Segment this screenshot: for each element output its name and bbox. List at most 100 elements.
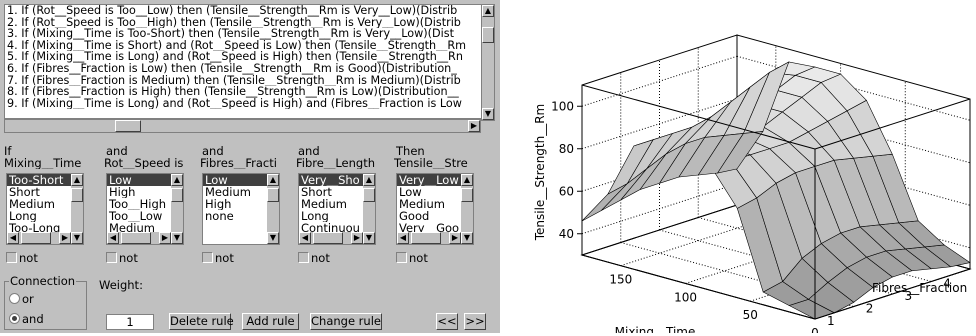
listbox-item[interactable]: Low [107, 174, 171, 186]
not-checkbox[interactable]: not [202, 252, 234, 264]
rule-item[interactable]: 9. If (Mixing__Time is Long) and (Rot__S… [7, 97, 462, 110]
listbox-vertical-scrollbar[interactable]: ▲ ▼ [461, 174, 473, 244]
scroll-thumb[interactable] [363, 188, 375, 202]
scroll-thumb[interactable] [461, 188, 473, 202]
scroll-up-icon[interactable]: ▲ [461, 174, 473, 186]
rule-item[interactable]: 8. If (Fibres__Fraction is High) then (T… [7, 86, 459, 98]
scroll-thumb[interactable] [313, 232, 343, 244]
y-axis-label: Fibres__Fraction [872, 281, 967, 295]
listbox-item[interactable]: Too-Short [7, 174, 71, 186]
listbox-horizontal-scrollbar[interactable]: ◀ ▶ [397, 232, 461, 244]
listbox-item[interactable]: Medium [109, 222, 155, 234]
listbox-item[interactable]: Low [203, 174, 267, 186]
listbox-item[interactable]: Medium [301, 198, 347, 210]
rule-item[interactable]: 2. If (Rot__Speed is Too__High) then (Te… [7, 16, 461, 29]
membership-listbox[interactable]: Very__Sho Short Medium Long Continuou ▲ ▼ ◀ ▶ [298, 173, 376, 245]
membership-listbox[interactable]: Low Medium High none ▲ ▼ [202, 173, 280, 245]
surface-plot: 40608010015010050012345Mixing__TimeFibre… [500, 0, 976, 336]
listbox-item[interactable]: Long [301, 210, 329, 222]
listbox-item[interactable]: Medium [9, 198, 55, 210]
scroll-thumb[interactable] [411, 232, 441, 244]
scroll-up-icon[interactable]: ▲ [71, 174, 83, 186]
listbox-item[interactable]: Very__Sho [299, 174, 363, 186]
rule-item[interactable]: 4. If (Mixing__Time is Short) and (Rot__… [7, 39, 467, 52]
rule-item[interactable]: 5. If (Mixing__Time is Long) and (Rot__S… [7, 51, 463, 63]
rule-item[interactable]: 6. If (Fibres__Fraction is Low) then (Te… [7, 62, 457, 75]
radio-and[interactable]: and [9, 313, 44, 325]
scroll-down-icon[interactable]: ▼ [267, 232, 279, 244]
y-tick-label: 4 [943, 277, 951, 291]
scroll-up-icon[interactable]: ▲ [171, 174, 183, 186]
rule-item[interactable]: 7. If (Fibres__Fraction is Medium) then … [7, 74, 461, 87]
scroll-down-icon[interactable]: ▼ [171, 232, 183, 244]
scroll-thumb[interactable] [482, 27, 494, 43]
listbox-vertical-scrollbar[interactable]: ▲ ▼ [171, 174, 183, 244]
listbox-item[interactable]: Very__Low [397, 174, 461, 186]
scroll-down-icon[interactable]: ▼ [482, 108, 494, 120]
radio-or[interactable]: or [9, 293, 34, 305]
listbox-vertical-scrollbar[interactable]: ▲ ▼ [267, 174, 279, 244]
scroll-left-icon[interactable]: ◀ [299, 232, 311, 244]
not-checkbox[interactable]: not [298, 252, 330, 264]
listbox-horizontal-scrollbar[interactable]: ◀ ▶ [107, 232, 171, 244]
scroll-up-icon[interactable]: ▲ [267, 174, 279, 186]
scroll-left-icon[interactable]: ◀ [397, 232, 409, 244]
listbox-horizontal-scrollbar[interactable]: ◀ ▶ [7, 232, 71, 244]
rule-item[interactable]: 3. If (Mixing__Time is Too-Short) then (… [7, 28, 454, 40]
change-rule-button[interactable]: Change rule [310, 313, 382, 330]
scroll-down-icon[interactable]: ▼ [461, 232, 473, 244]
scroll-right-icon[interactable]: ▶ [468, 120, 480, 132]
scroll-thumb[interactable] [71, 188, 83, 202]
delete-rule-button[interactable]: Delete rule [169, 313, 234, 330]
scroll-thumb[interactable] [21, 232, 51, 244]
listbox-horizontal-scrollbar[interactable]: ◀ ▶ [299, 232, 363, 244]
scroll-down-icon[interactable]: ▼ [71, 232, 83, 244]
listbox-item[interactable]: Too-Long [9, 222, 61, 234]
scroll-thumb[interactable] [171, 188, 183, 202]
scroll-up-icon[interactable]: ▲ [482, 5, 494, 17]
listbox-item[interactable]: Medium [399, 198, 445, 210]
scroll-thumb[interactable] [267, 188, 279, 202]
next-button[interactable]: >> [464, 313, 486, 330]
membership-listbox[interactable]: Low High Too__High Too__Low Medium ▲ ▼ ◀ ▶ [106, 173, 184, 245]
listbox-item[interactable]: Low [399, 186, 422, 198]
listbox-item[interactable]: Very__Goo [399, 222, 460, 234]
rule-list-horizontal-scrollbar[interactable]: ▶ [4, 119, 481, 133]
checkbox-icon [106, 252, 117, 263]
listbox-item[interactable]: Too__Low [109, 210, 163, 222]
listbox-vertical-scrollbar[interactable]: ▲ ▼ [71, 174, 83, 244]
listbox-item[interactable]: High [109, 186, 136, 198]
listbox-item[interactable]: Short [9, 186, 40, 198]
listbox-item[interactable]: Continuou [301, 222, 360, 234]
listbox-item[interactable]: none [205, 210, 234, 222]
listbox-item[interactable]: Medium [205, 186, 251, 198]
scroll-thumb[interactable] [115, 120, 141, 132]
not-checkbox[interactable]: not [6, 252, 38, 264]
listbox-item[interactable]: Good [399, 210, 430, 222]
scroll-down-icon[interactable]: ▼ [363, 232, 375, 244]
rule-item[interactable]: 1. If (Rot__Speed is Too__Low) then (Ten… [7, 5, 458, 17]
listbox-item[interactable]: Short [301, 186, 332, 198]
scroll-up-icon[interactable]: ▲ [363, 174, 375, 186]
not-checkbox[interactable]: not [396, 252, 428, 264]
rule-list[interactable]: 1. If (Rot__Speed is Too__Low) then (Ten… [4, 4, 483, 119]
radio-or-label: or [22, 292, 34, 306]
listbox-item[interactable]: Long [9, 210, 37, 222]
add-rule-button[interactable]: Add rule [242, 313, 299, 330]
listbox-item[interactable]: Too__High [109, 198, 167, 210]
listbox-vertical-scrollbar[interactable]: ▲ ▼ [363, 174, 375, 244]
previous-button[interactable]: << [436, 313, 458, 330]
scroll-left-icon[interactable]: ◀ [107, 232, 119, 244]
scroll-right-icon[interactable]: ▶ [351, 232, 363, 244]
listbox-item[interactable]: High [205, 198, 232, 210]
scroll-right-icon[interactable]: ▶ [59, 232, 71, 244]
scroll-thumb[interactable] [121, 232, 151, 244]
rule-list-vertical-scrollbar[interactable]: ▲ ▼ [481, 4, 495, 121]
scroll-left-icon[interactable]: ◀ [7, 232, 19, 244]
weight-input[interactable]: 1 [106, 314, 154, 330]
membership-listbox[interactable]: Very__Low Low Medium Good Very__Goo ▲ ▼ ◀ ▶ [396, 173, 474, 245]
scroll-right-icon[interactable]: ▶ [159, 232, 171, 244]
scroll-right-icon[interactable]: ▶ [449, 232, 461, 244]
not-checkbox[interactable]: not [106, 252, 138, 264]
